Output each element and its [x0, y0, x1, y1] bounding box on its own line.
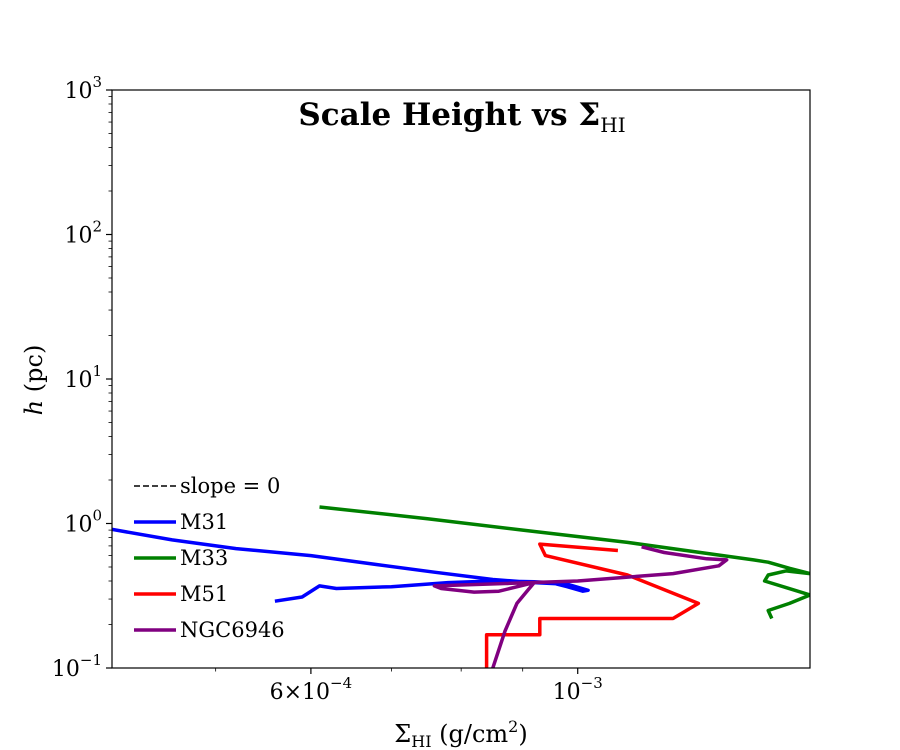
- legend-item-m51: M51: [134, 582, 228, 606]
- y-axis-label: h (pc): [20, 345, 48, 416]
- y-tick-label: 10−1: [52, 651, 102, 682]
- x-tick-label: 10−3: [553, 674, 603, 705]
- legend: slope = 0 M31 M33 M51 NGC6946: [134, 474, 285, 642]
- legend-item-ngc6946: NGC6946: [134, 618, 285, 642]
- y-tick-label: 103: [64, 73, 102, 104]
- legend-item-m33: M33: [134, 546, 228, 570]
- legend-label: M33: [180, 546, 228, 570]
- ticks-layer: 10−1 100 101 102 103 6×10−4 10−3: [52, 73, 603, 705]
- legend-label: slope = 0: [180, 474, 280, 498]
- series-line-m33: [319, 505, 810, 620]
- legend-label: M31: [180, 510, 228, 534]
- x-axis-label: ΣHI (g/cm2): [394, 717, 527, 750]
- series-layer: [112, 505, 810, 668]
- legend-label: M51: [180, 582, 228, 606]
- legend-label: NGC6946: [180, 618, 285, 642]
- series-line-m51: [484, 542, 701, 668]
- series-line-ngc6946: [432, 545, 729, 668]
- y-tick-label: 102: [64, 218, 102, 249]
- legend-item-m31: M31: [134, 510, 228, 534]
- x-tick-label: 6×10−4: [270, 674, 353, 705]
- y-tick-label: 101: [64, 362, 102, 393]
- legend-item-slope-0: slope = 0: [134, 474, 280, 498]
- chart-title: Scale Height vs ΣHI: [298, 97, 625, 137]
- series-line-m31: [112, 527, 590, 603]
- y-tick-label: 100: [64, 507, 102, 538]
